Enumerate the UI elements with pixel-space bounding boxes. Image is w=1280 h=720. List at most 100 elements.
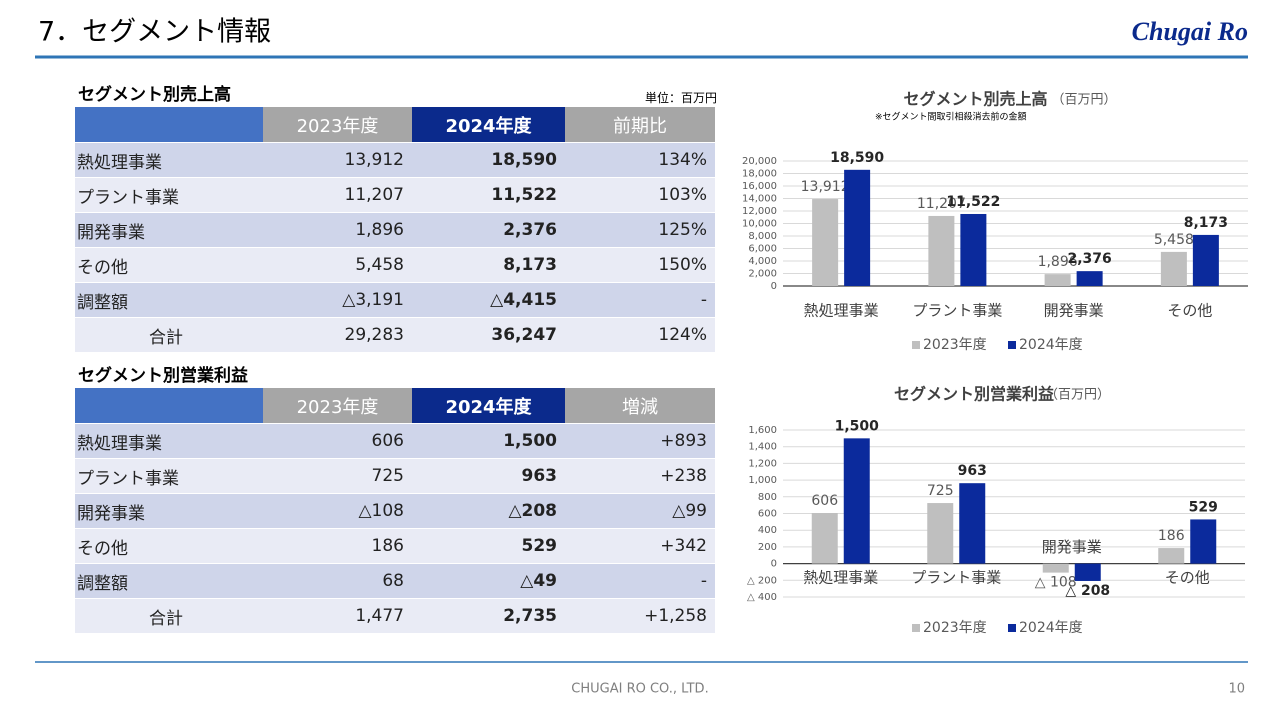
cell: 1,477	[355, 606, 404, 626]
cell: 合計	[149, 327, 183, 348]
bar	[1044, 274, 1071, 286]
row: その他 186 529 +342	[75, 529, 715, 563]
cell: その他	[77, 538, 128, 559]
page-number: 10	[1228, 682, 1245, 697]
cell: 150%	[658, 255, 707, 275]
bar	[959, 483, 986, 564]
bar	[928, 215, 955, 286]
cell: 合計	[149, 608, 183, 629]
chart-unit: （百万円）	[1052, 93, 1117, 108]
legend-swatch	[912, 341, 920, 349]
value-label: 1,500	[835, 418, 880, 434]
cell: 開発事業	[77, 222, 145, 243]
cell: -	[700, 571, 707, 591]
value-label: 963	[958, 463, 987, 479]
bar	[843, 438, 870, 564]
y-tick-label: 1,600	[748, 425, 777, 436]
y-tick-label: 20,000	[742, 156, 777, 167]
header-cell: 2024年度	[412, 388, 565, 423]
y-tick-label: 6,000	[748, 244, 777, 255]
cell: 2,376	[503, 220, 557, 240]
table-title: セグメント別営業利益	[78, 366, 248, 386]
bar	[1042, 563, 1069, 573]
data-table: 2023年度 2024年度 前期比 熱処理事業 13,912 18,590 134% プラント…	[75, 106, 715, 353]
row: 合計 29,283 36,247 124%	[75, 318, 715, 352]
legend-label: 2024年度	[1019, 620, 1083, 636]
value-label: 529	[1189, 499, 1218, 515]
value-label: 11,207	[917, 196, 966, 212]
slide-title: 7．セグメント情報	[38, 17, 271, 48]
chart-unit: （百万円）	[1045, 388, 1110, 403]
bar	[960, 213, 987, 286]
cell: 963	[521, 466, 558, 486]
bar	[1160, 251, 1187, 286]
bar	[844, 169, 871, 286]
value-label: 5,458	[1154, 232, 1194, 248]
x-tick-label: 熱処理事業	[803, 569, 878, 587]
y-tick-label: 1,400	[748, 442, 777, 453]
header-cell	[75, 388, 263, 423]
value-label: 8,173	[1184, 215, 1228, 231]
cell: △208	[508, 501, 557, 521]
header-cell: 増減	[565, 388, 715, 423]
value-label: 725	[927, 483, 954, 499]
row: 開発事業 1,896 2,376 125%	[75, 213, 715, 247]
y-tick-label: 8,000	[748, 231, 777, 242]
cell: +342	[660, 536, 707, 556]
y-tick-label: 0	[771, 281, 777, 292]
legend-swatch	[1008, 341, 1016, 349]
cell: 2,735	[503, 606, 557, 626]
cell: △3,191	[342, 290, 404, 310]
cell: 124%	[658, 325, 707, 345]
header-cell: 前期比	[565, 107, 715, 142]
x-tick-label: その他	[1165, 569, 1210, 587]
value-label: 11,522	[946, 194, 1000, 210]
chart: セグメント別売上高 （百万円） ※セグメント間取引相殺消去前の金額 02,000 4,0…	[742, 90, 1248, 353]
x-tick-label: その他	[1167, 302, 1212, 320]
bar	[927, 503, 954, 564]
x-tick-label: 開発事業	[1042, 538, 1102, 556]
y-tick-label: 600	[758, 509, 777, 520]
cell: △49	[520, 571, 557, 591]
row: 開発事業 △108 △208 △99	[75, 494, 715, 528]
cell: 29,283	[344, 325, 404, 345]
y-tick-label: 14,000	[742, 194, 777, 205]
cell: +238	[660, 466, 707, 486]
bar	[1190, 519, 1217, 564]
value-label: △ 208	[1065, 583, 1110, 599]
cell: 186	[371, 536, 404, 556]
x-tick-label: プラント事業	[912, 302, 1002, 320]
value-label: 2,376	[1067, 251, 1111, 267]
row: プラント事業 725 963 +238	[75, 459, 715, 493]
value-label: 606	[811, 493, 838, 509]
cell: △108	[358, 501, 404, 521]
chart-title: セグメント別営業利益	[894, 385, 1054, 404]
header-row: 2023年度 2024年度 前期比	[75, 107, 715, 142]
cell: 134%	[658, 150, 707, 170]
legend-swatch	[912, 624, 920, 632]
row: 熱処理事業 606 1,500 +893	[75, 424, 715, 458]
cell: 熱処理事業	[77, 433, 162, 454]
data-table: 2023年度 2024年度 増減 熱処理事業 606 1,500 +893 プラント事業 725…	[75, 387, 715, 634]
cell: 36,247	[491, 325, 557, 345]
row: 熱処理事業 13,912 18,590 134%	[75, 143, 715, 177]
legend-label: 2023年度	[923, 337, 987, 353]
value-label: 13,912	[801, 179, 850, 195]
cell: プラント事業	[77, 468, 179, 489]
logo: Chugai Ro	[1132, 17, 1248, 46]
y-tick-label: 200	[758, 542, 777, 553]
cell: △99	[672, 501, 707, 521]
y-tick-label: 16,000	[742, 181, 777, 192]
cell: 529	[521, 536, 558, 556]
cell: -	[700, 290, 707, 310]
y-tick-label: 10,000	[742, 219, 777, 230]
cell: プラント事業	[77, 187, 179, 208]
y-tick-label: 800	[758, 492, 777, 503]
y-tick-label: 12,000	[742, 206, 777, 217]
chart-title: セグメント別売上高	[903, 90, 1047, 109]
bar	[1074, 563, 1101, 581]
cell: その他	[77, 257, 128, 278]
cell: 開発事業	[77, 503, 145, 524]
